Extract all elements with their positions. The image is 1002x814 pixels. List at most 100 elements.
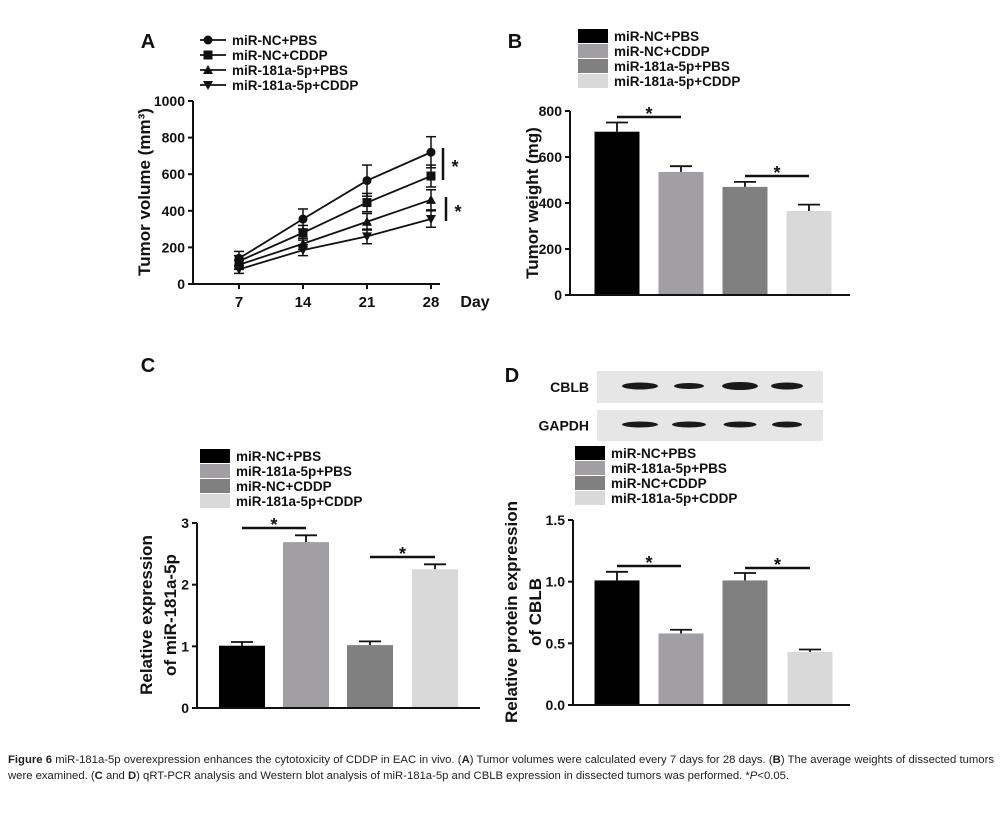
legend-swatch (575, 446, 605, 460)
series-line (238, 151, 432, 260)
x-tick-label: 21 (359, 294, 376, 311)
legend-swatch (200, 494, 230, 508)
blot-band (674, 383, 704, 389)
y-tick-label: 400 (539, 195, 563, 211)
y-tick-label: 2 (181, 577, 189, 593)
significance-star: * (399, 544, 406, 564)
panel-letter: A (141, 31, 155, 53)
legend-label: miR-NC+PBS (611, 446, 696, 461)
significance-star: * (774, 555, 781, 575)
significance-star: * (454, 202, 461, 222)
y-tick-label: 1000 (154, 93, 185, 109)
legend-swatch (200, 479, 230, 493)
y-tick-label: 400 (162, 203, 186, 219)
caption-ref-b: B (772, 754, 781, 766)
caption-text: ) The average weights of dissected tumor… (8, 754, 994, 782)
blot-band (772, 421, 802, 428)
significance-star: * (451, 157, 458, 177)
significance-star: * (270, 515, 277, 535)
data-point (362, 198, 372, 208)
legend-swatch (578, 74, 608, 88)
blot-band (672, 421, 706, 428)
y-tick-label: 200 (162, 239, 186, 255)
data-point (362, 176, 372, 186)
blot-row-label: GAPDH (538, 418, 589, 434)
legend-label: miR-NC+CDDP (611, 476, 707, 491)
legend-label: miR-181a-5p+CDDP (611, 491, 737, 506)
y-tick-label: 600 (539, 149, 563, 165)
y-tick-label: 0.0 (546, 697, 566, 713)
panel-d: D 0.0 0.5 1.0 1.5 Relative protein expression… (502, 365, 850, 723)
bar (722, 580, 768, 704)
y-axis-label: of miR-181a-5p (161, 554, 180, 676)
y-axis-label: Tumor weight (mg) (523, 127, 542, 279)
data-point (426, 194, 436, 204)
caption-ref-c: C (94, 770, 103, 782)
series-line (238, 175, 432, 262)
caption-text: and (102, 770, 128, 782)
bar (219, 645, 265, 707)
legend-swatch (578, 44, 608, 58)
significance-star: * (645, 553, 652, 573)
blot-band (622, 382, 658, 390)
data-point (298, 246, 308, 256)
significance-star: * (773, 163, 780, 183)
legend-marker (203, 65, 213, 74)
y-axis-label: Relative protein expression (502, 501, 521, 723)
legend-label: miR-181a-5p+PBS (614, 59, 730, 74)
y-axis-label: Tumor volume (mm³) (135, 108, 154, 276)
data-point (298, 214, 308, 224)
bar (658, 171, 704, 294)
caption-text: miR-181a-5p overexpression enhances the … (52, 754, 462, 766)
legend-swatch (200, 464, 230, 478)
y-tick-label: 200 (539, 241, 563, 257)
bar (787, 651, 833, 704)
bar (722, 186, 768, 294)
bar (786, 211, 832, 294)
legend-label: miR-181a-5p+PBS (611, 461, 727, 476)
data-point (362, 232, 372, 242)
series-line (238, 218, 432, 271)
y-axis-label: of CBLB (526, 578, 545, 646)
legend-marker (203, 81, 213, 90)
legend-label: miR-181a-5p+CDDP (232, 78, 358, 93)
y-axis-label: Relative expression (137, 535, 156, 695)
legend-swatch (200, 449, 230, 463)
y-tick-label: 0 (181, 700, 189, 716)
legend-label: miR-181a-5p+CDDP (614, 74, 740, 89)
y-tick-label: 0 (554, 287, 562, 303)
y-tick-label: 600 (162, 166, 186, 182)
legend-swatch (575, 476, 605, 490)
panel-letter: B (508, 31, 522, 53)
legend-swatch (575, 491, 605, 505)
data-point (298, 238, 308, 248)
legend-label: miR-NC+PBS (236, 449, 321, 464)
bar (594, 131, 640, 294)
legend-label: miR-NC+CDDP (614, 44, 710, 59)
caption-text: ) Tumor volumes were calculated every 7 … (469, 754, 773, 766)
panel-letter: C (141, 355, 155, 377)
y-tick-label: 1 (181, 638, 189, 654)
y-tick-label: 1.0 (546, 574, 566, 590)
panel-c: C 0 1 2 3 Relative expression of miR-181a-5p mi… (137, 355, 480, 716)
legend-label: miR-NC+PBS (232, 33, 317, 48)
series-line (238, 198, 432, 266)
caption-ref-a: A (461, 754, 470, 766)
data-point (298, 228, 308, 238)
x-tick-label: 7 (235, 294, 243, 311)
legend-label: miR-181a-5p+PBS (232, 63, 348, 78)
y-tick-label: 800 (162, 130, 186, 146)
panel-b: B 0 200 400 600 800 Tumor weight (mg) miR-NC+PB… (508, 29, 850, 303)
caption-ref-d: D (127, 770, 137, 782)
caption-p: P (749, 770, 758, 782)
y-tick-label: 0.5 (546, 635, 566, 651)
blot-band (771, 382, 803, 390)
caption-text: <0.05. (757, 770, 790, 782)
legend-label: miR-NC+CDDP (236, 479, 332, 494)
data-point (362, 216, 372, 226)
legend-label: miR-NC+PBS (614, 29, 699, 44)
significance-star: * (645, 104, 652, 124)
